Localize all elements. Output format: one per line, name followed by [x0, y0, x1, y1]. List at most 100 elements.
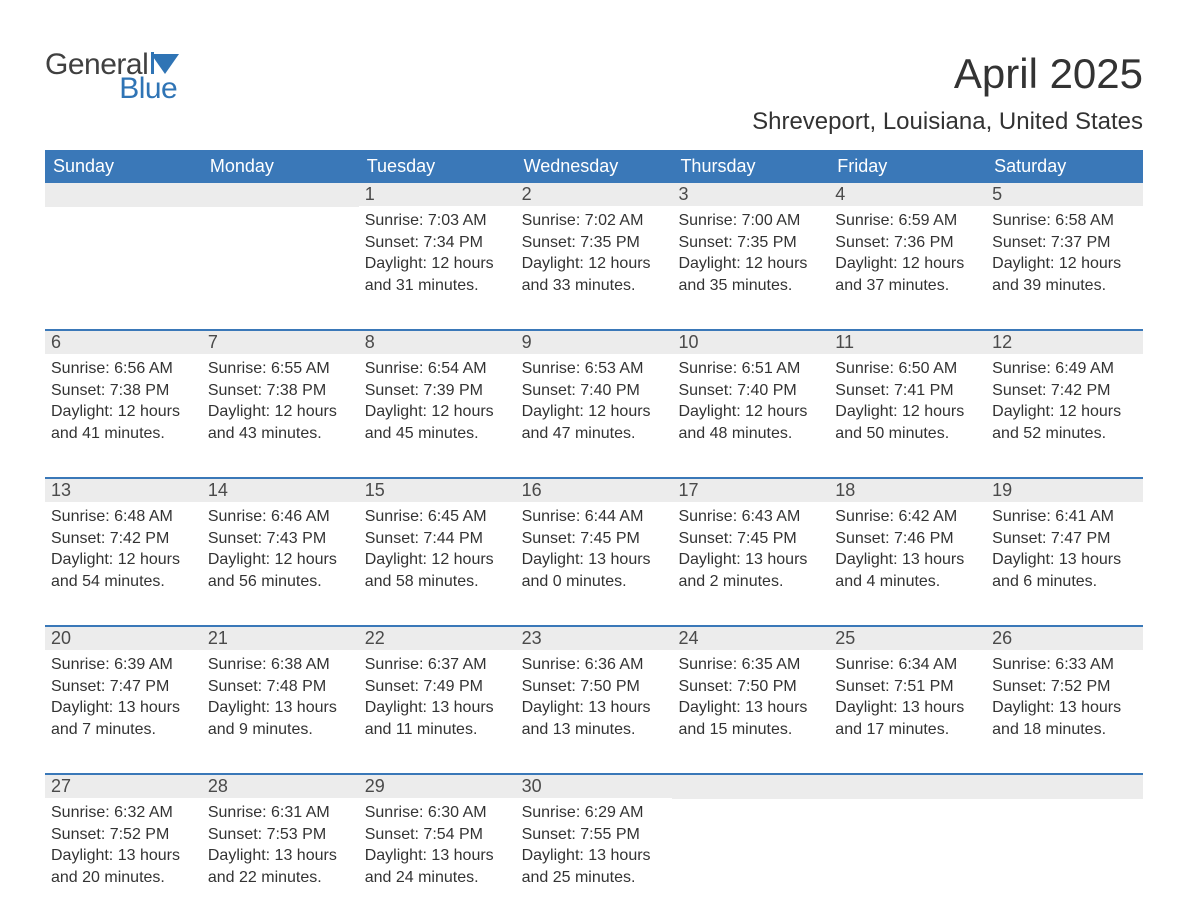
dl2-line: and 7 minutes.	[51, 719, 196, 741]
calendar-cell: 30Sunrise: 6:29 AMSunset: 7:55 PMDayligh…	[516, 775, 673, 899]
day-number: 23	[516, 627, 673, 650]
dl1-line: Daylight: 12 hours	[678, 401, 823, 423]
calendar-cell: 11Sunrise: 6:50 AMSunset: 7:41 PMDayligh…	[829, 331, 986, 455]
dl2-line: and 37 minutes.	[835, 275, 980, 297]
calendar-cell	[986, 775, 1143, 899]
sunset-line: Sunset: 7:46 PM	[835, 528, 980, 550]
dl1-line: Daylight: 13 hours	[678, 549, 823, 571]
sunset-line: Sunset: 7:35 PM	[678, 232, 823, 254]
week-row: 13Sunrise: 6:48 AMSunset: 7:42 PMDayligh…	[45, 477, 1143, 603]
sunset-line: Sunset: 7:45 PM	[678, 528, 823, 550]
dl2-line: and 48 minutes.	[678, 423, 823, 445]
day-number: 27	[45, 775, 202, 798]
day-number: 20	[45, 627, 202, 650]
dl2-line: and 2 minutes.	[678, 571, 823, 593]
sunrise-line: Sunrise: 6:31 AM	[208, 802, 353, 824]
dl1-line: Daylight: 13 hours	[678, 697, 823, 719]
sunset-line: Sunset: 7:43 PM	[208, 528, 353, 550]
calendar-cell: 28Sunrise: 6:31 AMSunset: 7:53 PMDayligh…	[202, 775, 359, 899]
day-header: Monday	[202, 150, 359, 183]
sunset-line: Sunset: 7:45 PM	[522, 528, 667, 550]
sunrise-line: Sunrise: 6:46 AM	[208, 506, 353, 528]
sunrise-line: Sunrise: 7:00 AM	[678, 210, 823, 232]
dl1-line: Daylight: 12 hours	[208, 401, 353, 423]
sunrise-line: Sunrise: 6:29 AM	[522, 802, 667, 824]
week-row: 1Sunrise: 7:03 AMSunset: 7:34 PMDaylight…	[45, 183, 1143, 307]
day-header: Saturday	[986, 150, 1143, 183]
calendar-cell: 1Sunrise: 7:03 AMSunset: 7:34 PMDaylight…	[359, 183, 516, 307]
dl1-line: Daylight: 13 hours	[522, 549, 667, 571]
day-details: Sunrise: 6:33 AMSunset: 7:52 PMDaylight:…	[986, 650, 1143, 748]
sunset-line: Sunset: 7:47 PM	[992, 528, 1137, 550]
calendar-cell: 27Sunrise: 6:32 AMSunset: 7:52 PMDayligh…	[45, 775, 202, 899]
sunrise-line: Sunrise: 6:35 AM	[678, 654, 823, 676]
sunrise-line: Sunrise: 6:43 AM	[678, 506, 823, 528]
sunrise-line: Sunrise: 6:36 AM	[522, 654, 667, 676]
day-details: Sunrise: 6:30 AMSunset: 7:54 PMDaylight:…	[359, 798, 516, 896]
day-details: Sunrise: 6:35 AMSunset: 7:50 PMDaylight:…	[672, 650, 829, 748]
dl1-line: Daylight: 13 hours	[992, 697, 1137, 719]
page-title: April 2025	[954, 50, 1143, 98]
week-row: 6Sunrise: 6:56 AMSunset: 7:38 PMDaylight…	[45, 329, 1143, 455]
day-details: Sunrise: 6:51 AMSunset: 7:40 PMDaylight:…	[672, 354, 829, 452]
dl1-line: Daylight: 12 hours	[992, 253, 1137, 275]
day-number: 26	[986, 627, 1143, 650]
sunrise-line: Sunrise: 6:34 AM	[835, 654, 980, 676]
day-details: Sunrise: 7:00 AMSunset: 7:35 PMDaylight:…	[672, 206, 829, 304]
sunrise-line: Sunrise: 6:37 AM	[365, 654, 510, 676]
day-details: Sunrise: 6:36 AMSunset: 7:50 PMDaylight:…	[516, 650, 673, 748]
dl2-line: and 35 minutes.	[678, 275, 823, 297]
dl1-line: Daylight: 12 hours	[365, 253, 510, 275]
day-details: Sunrise: 6:50 AMSunset: 7:41 PMDaylight:…	[829, 354, 986, 452]
sunset-line: Sunset: 7:38 PM	[51, 380, 196, 402]
sunrise-line: Sunrise: 6:58 AM	[992, 210, 1137, 232]
day-details: Sunrise: 6:34 AMSunset: 7:51 PMDaylight:…	[829, 650, 986, 748]
dl2-line: and 15 minutes.	[678, 719, 823, 741]
calendar-cell: 14Sunrise: 6:46 AMSunset: 7:43 PMDayligh…	[202, 479, 359, 603]
sunset-line: Sunset: 7:53 PM	[208, 824, 353, 846]
sunset-line: Sunset: 7:54 PM	[365, 824, 510, 846]
calendar-cell: 18Sunrise: 6:42 AMSunset: 7:46 PMDayligh…	[829, 479, 986, 603]
sunset-line: Sunset: 7:50 PM	[678, 676, 823, 698]
sunrise-line: Sunrise: 6:49 AM	[992, 358, 1137, 380]
dl1-line: Daylight: 13 hours	[51, 697, 196, 719]
dl2-line: and 52 minutes.	[992, 423, 1137, 445]
day-number: 21	[202, 627, 359, 650]
dl2-line: and 39 minutes.	[992, 275, 1137, 297]
day-number: 8	[359, 331, 516, 354]
sunrise-line: Sunrise: 6:39 AM	[51, 654, 196, 676]
dl2-line: and 47 minutes.	[522, 423, 667, 445]
day-number: 7	[202, 331, 359, 354]
calendar-cell: 6Sunrise: 6:56 AMSunset: 7:38 PMDaylight…	[45, 331, 202, 455]
day-number	[829, 775, 986, 799]
sunset-line: Sunset: 7:42 PM	[992, 380, 1137, 402]
day-number	[672, 775, 829, 799]
dl1-line: Daylight: 13 hours	[208, 845, 353, 867]
day-number: 3	[672, 183, 829, 206]
sunset-line: Sunset: 7:47 PM	[51, 676, 196, 698]
day-number: 6	[45, 331, 202, 354]
day-details: Sunrise: 6:44 AMSunset: 7:45 PMDaylight:…	[516, 502, 673, 600]
calendar-cell: 20 Sunrise: 6:39 AMSunset: 7:47 PMDayligh…	[45, 627, 202, 751]
dl2-line: and 4 minutes.	[835, 571, 980, 593]
day-number: 9	[516, 331, 673, 354]
sunset-line: Sunset: 7:52 PM	[992, 676, 1137, 698]
calendar-cell: 3Sunrise: 7:00 AMSunset: 7:35 PMDaylight…	[672, 183, 829, 307]
dl1-line: Daylight: 12 hours	[51, 401, 196, 423]
day-number: 4	[829, 183, 986, 206]
dl2-line: and 11 minutes.	[365, 719, 510, 741]
sunset-line: Sunset: 7:55 PM	[522, 824, 667, 846]
sunset-line: Sunset: 7:34 PM	[365, 232, 510, 254]
day-number: 18	[829, 479, 986, 502]
day-details: Sunrise: 6:58 AMSunset: 7:37 PMDaylight:…	[986, 206, 1143, 304]
dl2-line: and 50 minutes.	[835, 423, 980, 445]
day-number: 11	[829, 331, 986, 354]
dl2-line: and 31 minutes.	[365, 275, 510, 297]
day-number	[45, 183, 202, 207]
day-number: 25	[829, 627, 986, 650]
sunrise-line: Sunrise: 6:54 AM	[365, 358, 510, 380]
header: General Blue April 2025	[45, 50, 1143, 104]
day-number: 2	[516, 183, 673, 206]
day-details: Sunrise: 6:37 AMSunset: 7:49 PMDaylight:…	[359, 650, 516, 748]
sunrise-line: Sunrise: 6:44 AM	[522, 506, 667, 528]
